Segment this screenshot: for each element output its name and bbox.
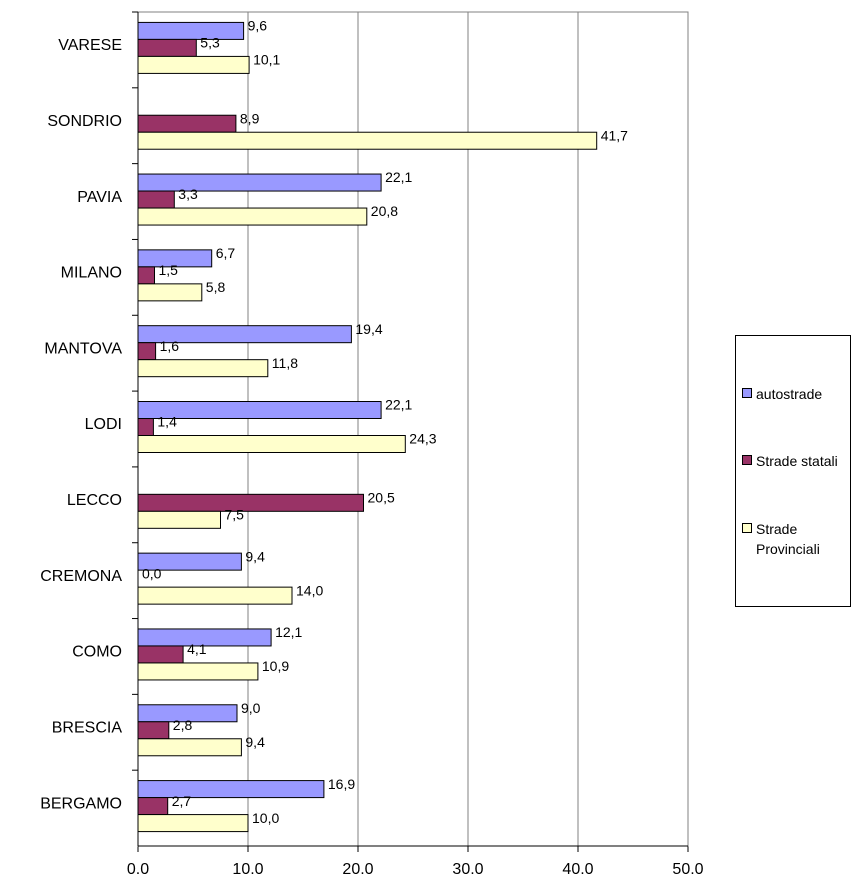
y-tick-label: VARESE: [58, 37, 122, 54]
value-label: 5,3: [200, 35, 220, 51]
value-label: 9,0: [241, 700, 261, 716]
legend-item: autostrade: [742, 384, 850, 404]
value-label: 41,7: [601, 127, 628, 143]
bar: [137, 283, 203, 302]
y-tick-label: LECCO: [67, 492, 122, 509]
bar: [137, 493, 364, 512]
value-label: 10,1: [253, 52, 280, 68]
legend-label: autostrade: [756, 385, 823, 402]
value-label: 0,0: [142, 565, 162, 581]
x-tick-label: 30.0: [452, 861, 483, 878]
value-label: 1,6: [160, 338, 180, 354]
x-tick-label: 40.0: [562, 861, 593, 878]
bar: [137, 114, 237, 133]
x-tick-label: 50.0: [672, 861, 703, 878]
legend-swatch: [742, 387, 752, 398]
value-label: 12,1: [275, 624, 302, 640]
value-label: 2,7: [172, 793, 192, 809]
value-label: 10,9: [262, 658, 289, 674]
legend-item: Strade Provinciali: [742, 519, 850, 559]
legend: autostrade Strade statali Strade Provincia…: [735, 335, 851, 607]
value-label: 11,8: [272, 355, 298, 371]
value-label: 8,9: [240, 110, 260, 126]
bar: [137, 645, 184, 664]
value-label: 10,0: [252, 810, 279, 826]
bar: [137, 38, 197, 57]
value-label: 24,3: [409, 431, 436, 447]
value-label: 4,1: [187, 641, 207, 657]
legend-item: Strade statali: [742, 451, 850, 471]
legend-swatch: [742, 455, 752, 465]
x-tick-label: 0.0: [127, 861, 149, 878]
y-tick-label: MILANO: [61, 265, 122, 282]
bar: [137, 510, 221, 529]
value-label: 16,9: [328, 776, 355, 792]
legend-label: Strade Provinciali: [756, 520, 820, 557]
value-label: 3,3: [178, 186, 198, 202]
value-label: 1,5: [159, 262, 179, 278]
bar: [137, 586, 293, 605]
bar: [137, 814, 249, 833]
y-tick-label: COMO: [72, 644, 122, 661]
bar: [137, 131, 598, 150]
value-label: 7,5: [225, 507, 245, 523]
bar: [137, 173, 382, 192]
legend-swatch: [742, 522, 752, 533]
value-label: 22,1: [385, 169, 412, 185]
bar: [137, 721, 170, 740]
y-tick-label: LODI: [85, 416, 122, 433]
value-label: 9,4: [245, 548, 265, 564]
bar: [137, 662, 259, 681]
bar: [137, 342, 157, 361]
value-label: 20,5: [368, 490, 395, 506]
value-label: 2,8: [173, 717, 193, 733]
bar: [137, 190, 175, 209]
value-label: 9,4: [245, 734, 265, 750]
value-label: 9,6: [248, 18, 268, 34]
y-tick-label: BERGAMO: [40, 795, 122, 812]
bar: [137, 797, 169, 816]
x-tick-label: 10.0: [232, 861, 263, 878]
value-label: 1,4: [157, 414, 177, 430]
y-tick-label: CREMONA: [40, 568, 122, 585]
y-tick-label: MANTOVA: [44, 340, 122, 357]
bar: [137, 207, 368, 226]
value-label: 6,7: [216, 245, 236, 261]
bar: [137, 780, 325, 799]
bar: [137, 418, 154, 436]
value-label: 19,4: [355, 321, 382, 337]
value-label: 20,8: [371, 203, 398, 219]
value-label: 5,8: [206, 279, 226, 295]
legend-label: Strade statali: [756, 453, 838, 469]
bar: [137, 55, 250, 74]
value-label: 14,0: [296, 582, 323, 598]
y-tick-label: SONDRIO: [47, 113, 122, 130]
bar: [137, 359, 269, 378]
bar: [137, 738, 242, 757]
y-tick-label: PAVIA: [77, 189, 122, 206]
bar: [137, 21, 245, 40]
bar: [137, 266, 155, 285]
x-tick-label: 20.0: [342, 861, 373, 878]
value-label: 22,1: [385, 397, 412, 413]
y-tick-label: BRESCIA: [52, 719, 123, 736]
bar: [137, 435, 406, 453]
